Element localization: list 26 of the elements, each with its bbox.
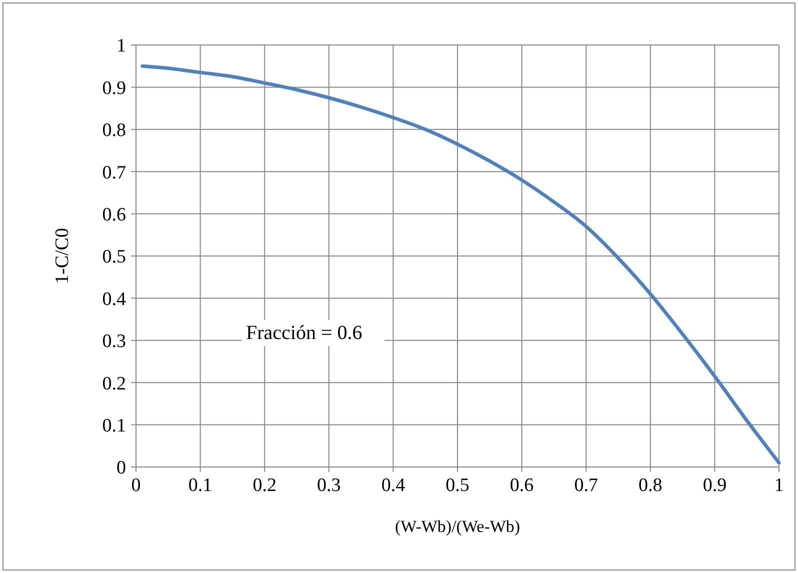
x-tick-label: 0.9 — [702, 475, 727, 496]
y-tick-label: 0.1 — [102, 415, 126, 436]
x-tick-label: 0.3 — [317, 475, 341, 496]
x-tick-label: 0.6 — [510, 475, 534, 496]
x-tick-label: 0.2 — [252, 475, 276, 496]
y-tick-label: 0.5 — [102, 246, 126, 268]
x-tick-label: 0.8 — [638, 475, 662, 496]
line-series — [140, 64, 781, 465]
y-tick-label: 0.6 — [102, 204, 126, 226]
y-tick-label: 1 — [116, 36, 126, 57]
y-tick-label: 0.2 — [102, 373, 126, 394]
x-axis-title: (W-Wb)/(We-Wb) — [394, 517, 520, 536]
x-tick-label: 0.1 — [188, 475, 212, 496]
x-tick-label: 0.4 — [381, 475, 406, 496]
annotation: Fracción = 0.6 — [246, 322, 362, 344]
y-tick-label: 0.8 — [102, 120, 126, 142]
y-tick-label: 0.3 — [102, 331, 126, 352]
y-tick-label: 0.9 — [102, 78, 126, 99]
y-tick-label: 0 — [116, 458, 126, 479]
y-tick-label: 0.4 — [102, 288, 126, 310]
x-tick-label: 0 — [131, 475, 141, 496]
x-tick-label: 0.5 — [446, 475, 470, 496]
x-tick-label: 1 — [774, 475, 784, 496]
y-axis-title: 1-C/C0 — [52, 228, 73, 284]
x-tick-label: 0.7 — [574, 475, 598, 496]
y-tick-label: 0.7 — [102, 162, 126, 184]
